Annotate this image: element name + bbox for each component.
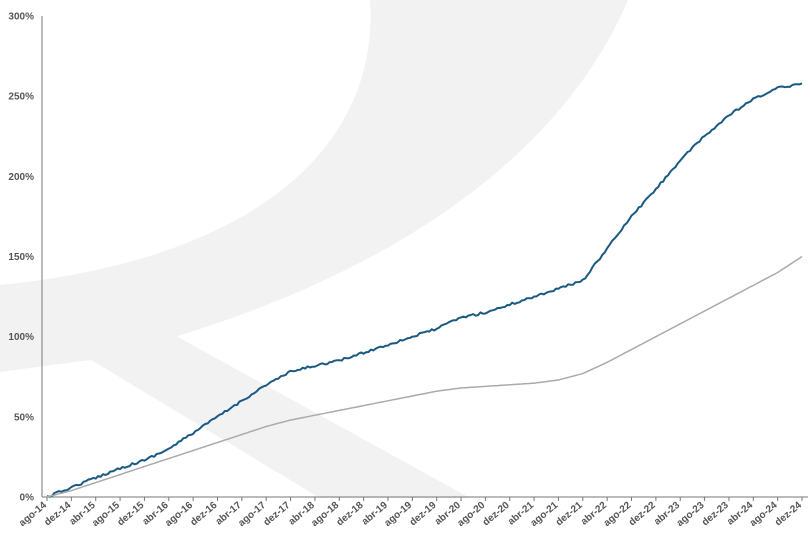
x-tick-label: ago-23 bbox=[675, 500, 707, 529]
x-tick-label: dez-21 bbox=[554, 500, 585, 529]
x-tick-label: dez-18 bbox=[335, 500, 366, 529]
y-tick-label: 150% bbox=[8, 252, 34, 263]
x-tick-label: ago-15 bbox=[90, 500, 122, 529]
watermark-arc-shape bbox=[0, 0, 628, 372]
y-tick-label: 200% bbox=[8, 172, 34, 183]
y-tick-label: 50% bbox=[14, 412, 34, 423]
x-tick-label: dez-15 bbox=[115, 500, 146, 529]
x-tick-label: ago-20 bbox=[456, 500, 488, 529]
y-tick-label: 0% bbox=[20, 493, 35, 504]
x-tick-label: dez-14 bbox=[42, 500, 73, 529]
x-tick-label: dez-23 bbox=[700, 500, 731, 529]
x-tick-label: ago-21 bbox=[529, 500, 561, 529]
x-tick-label: dez-19 bbox=[408, 500, 439, 529]
x-tick-label: dez-17 bbox=[262, 500, 293, 529]
x-tick-label: dez-20 bbox=[481, 500, 512, 529]
x-tick-label: ago-17 bbox=[236, 500, 268, 529]
y-axis-tick-labels: 0% 50% 100% 150% 200% 250% 300% bbox=[8, 12, 34, 504]
series-line-gray bbox=[46, 255, 803, 498]
x-tick-label: dez-22 bbox=[627, 500, 658, 529]
watermark-diagonal-shape bbox=[0, 305, 470, 498]
series-lines bbox=[46, 82, 803, 498]
background-watermark bbox=[0, 0, 628, 498]
x-tick-label: ago-22 bbox=[602, 500, 634, 529]
x-axis-tick-labels: ago-14dez-14abr-15ago-15dez-15abr-16ago-… bbox=[17, 497, 804, 529]
x-tick-label: ago-18 bbox=[309, 500, 341, 529]
x-tick-label: dez-16 bbox=[188, 500, 219, 529]
y-tick-label: 300% bbox=[8, 12, 34, 23]
x-tick-label: ago-16 bbox=[163, 500, 195, 529]
x-tick-label: ago-24 bbox=[748, 500, 780, 529]
y-tick-label: 100% bbox=[8, 332, 34, 343]
y-tick-label: 250% bbox=[8, 92, 34, 103]
x-tick-label: dez-24 bbox=[773, 500, 804, 529]
series-line-blue bbox=[46, 82, 803, 498]
x-tick-label: ago-19 bbox=[382, 500, 414, 529]
x-tick-label: ago-14 bbox=[17, 500, 49, 529]
